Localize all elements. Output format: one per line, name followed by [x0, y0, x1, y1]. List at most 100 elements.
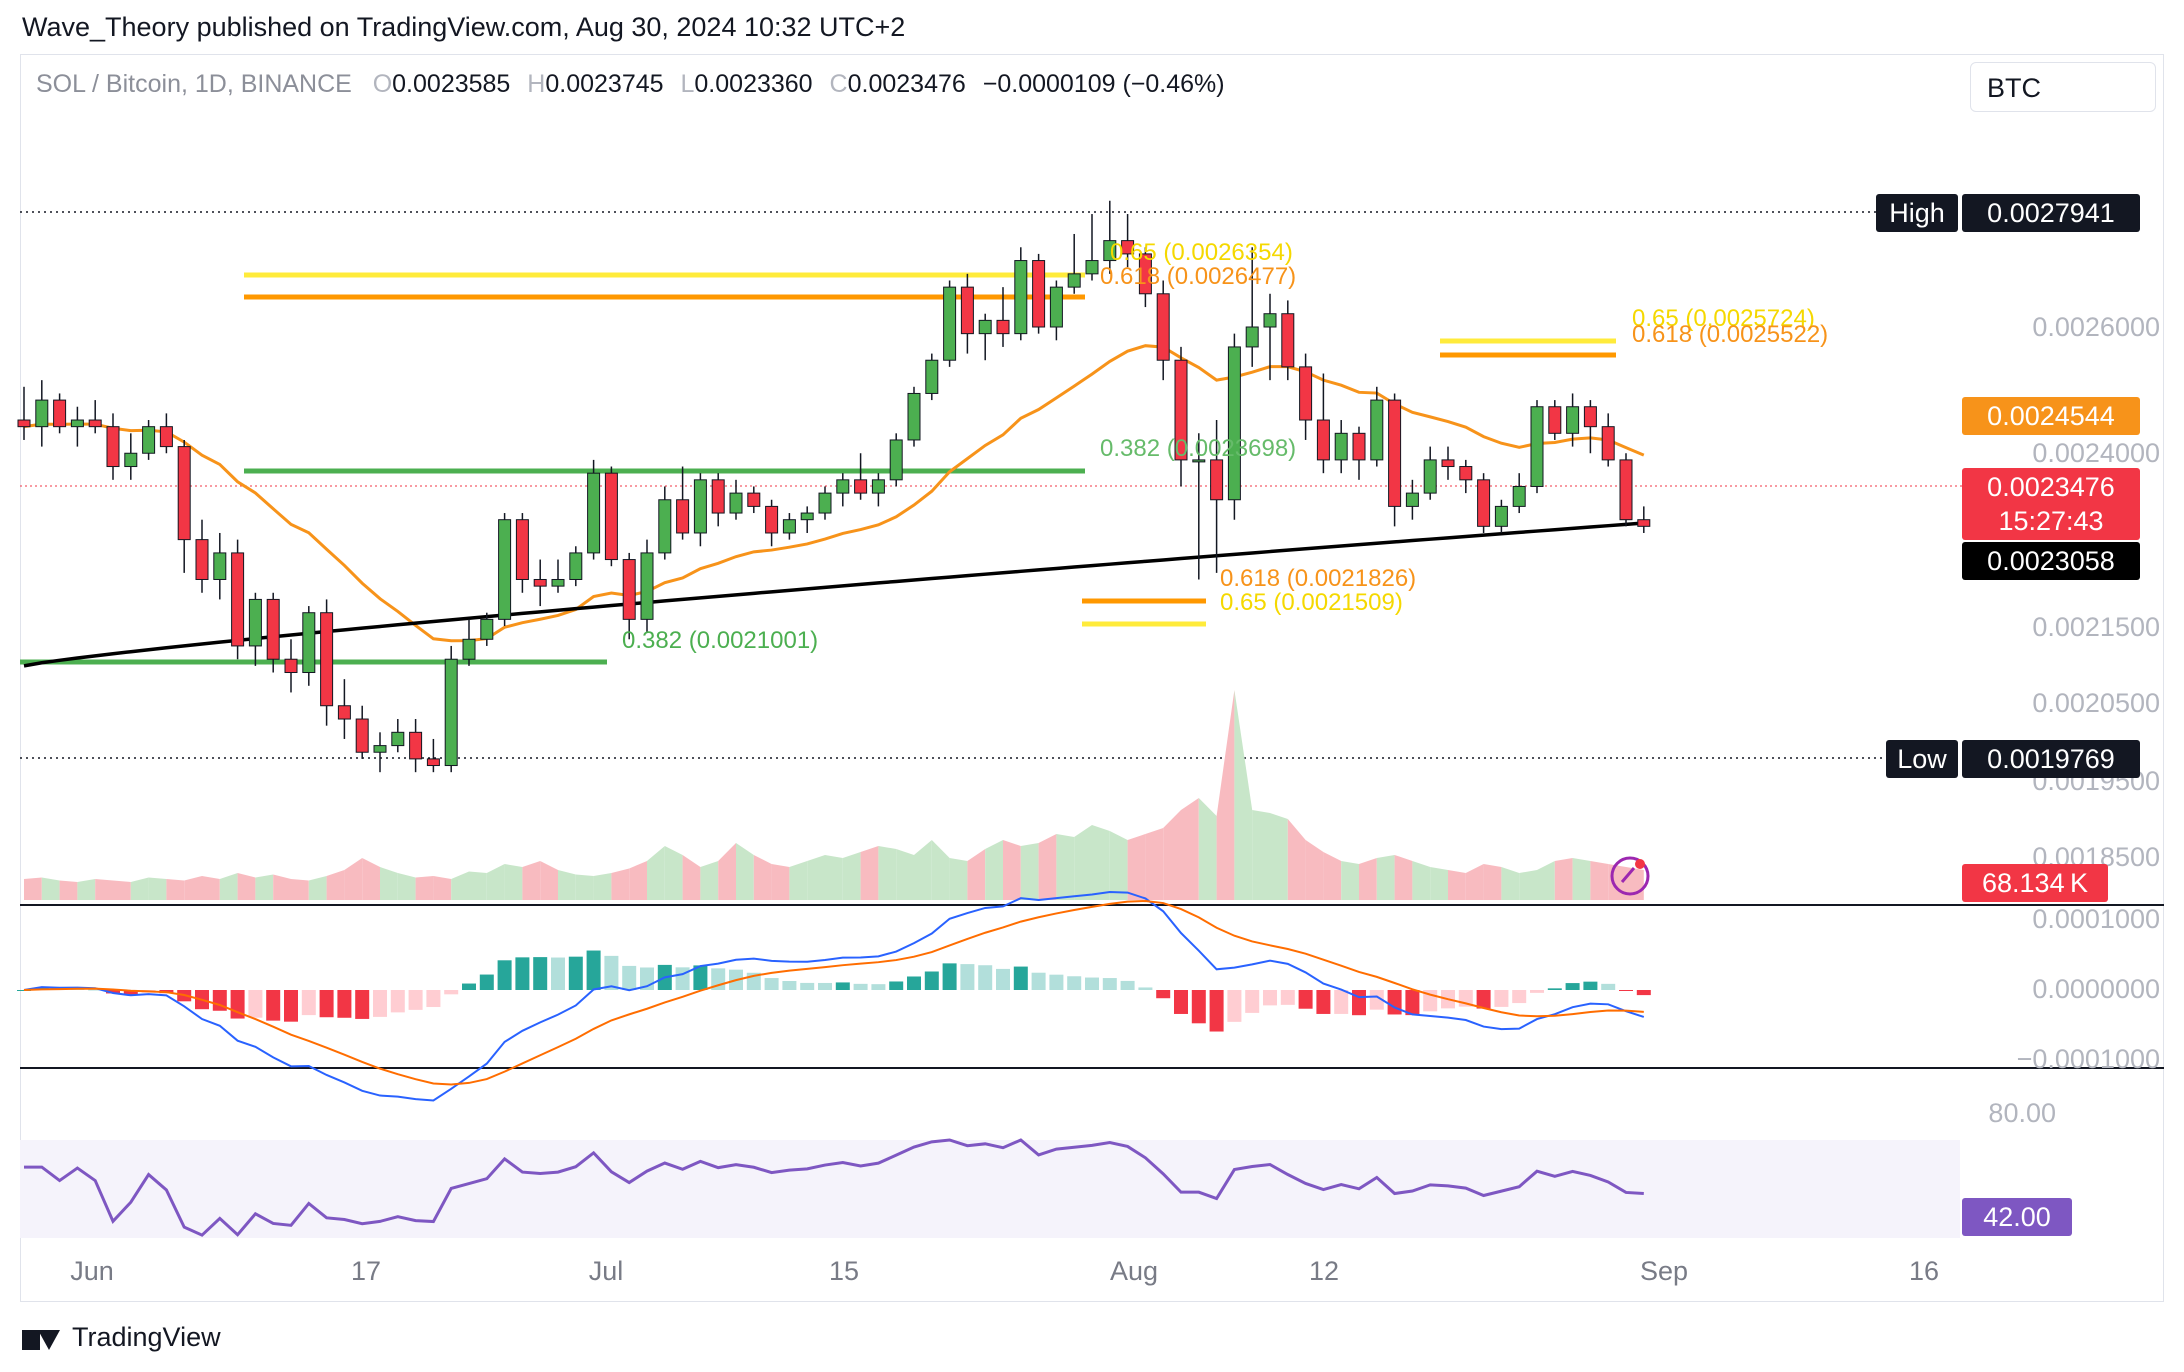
- macd-histogram-bar: [1601, 983, 1616, 990]
- candle-body: [159, 426, 173, 448]
- candle-body: [960, 286, 974, 335]
- macd-histogram-bar: [818, 982, 832, 990]
- candle-body: [195, 539, 209, 580]
- volume-segment: [1590, 861, 1609, 900]
- candle-body: [1192, 459, 1206, 463]
- rsi-badge: [1962, 1198, 2072, 1236]
- candle-body: [1405, 492, 1419, 507]
- volume-segment: [1305, 840, 1324, 900]
- volume-segment: [789, 861, 808, 900]
- volume-segment: [202, 876, 220, 900]
- candle-body: [569, 552, 583, 580]
- low-price-text: 0.0019769: [1987, 744, 2115, 774]
- candle-body: [747, 492, 761, 507]
- macd-histogram-bar: [1530, 990, 1544, 993]
- candle-body: [1049, 286, 1063, 328]
- candle-body: [1032, 260, 1046, 328]
- candle-body: [996, 319, 1010, 335]
- open-value: 0.0023585: [392, 70, 511, 98]
- macd-histogram-bar: [782, 981, 797, 990]
- macd-histogram-bar: [462, 983, 476, 990]
- volume-segment: [807, 855, 825, 900]
- footer-brand-text: TradingView: [72, 1322, 221, 1352]
- macd-histogram-bar: [853, 983, 868, 990]
- macd-histogram-bar: [622, 965, 637, 990]
- macd-histogram-bar: [604, 955, 619, 990]
- macd-histogram-bar: [301, 990, 316, 1016]
- macd-histogram-bar: [1298, 990, 1313, 1009]
- volume-segment: [1198, 798, 1217, 900]
- macd-pane: [17, 890, 1651, 1102]
- candle-body: [1637, 519, 1651, 527]
- volume-segment: [1341, 861, 1359, 900]
- high-price-badge: [1962, 194, 2140, 232]
- fib-label-618-top: 0.618 (0.0026477): [1100, 263, 1296, 290]
- rsi-band: [20, 1140, 1960, 1238]
- rsi-tick: 80.00: [1988, 1098, 2056, 1128]
- volume-segment: [949, 858, 968, 900]
- low-price-badge: [1962, 740, 2140, 778]
- volume-segment: [753, 855, 772, 900]
- candle-body: [765, 505, 779, 534]
- tradingview-logo-icon: [22, 1326, 62, 1350]
- macd-histogram-bar: [1316, 990, 1331, 1014]
- candle-body: [515, 519, 529, 580]
- open-key: O: [372, 70, 393, 98]
- candle-body: [142, 426, 156, 454]
- candle-body: [1512, 485, 1526, 507]
- volume-area: [24, 690, 1644, 900]
- macd-histogram-bar: [426, 990, 441, 1008]
- candle-body: [480, 618, 494, 640]
- macd-histogram-bar: [835, 982, 850, 990]
- macd-histogram-bar: [1156, 990, 1171, 999]
- candle-body: [1619, 459, 1633, 521]
- volume-segment: [700, 861, 719, 900]
- macd-line: [23, 890, 1645, 1102]
- macd-histogram-bar: [1031, 972, 1046, 990]
- change-value: −0.0000109 (−0.46%): [982, 70, 1225, 98]
- candle-body: [658, 499, 672, 554]
- candle-body: [426, 758, 440, 767]
- candle-body: [711, 479, 725, 514]
- fib-label-65-aug: 0.65 (0.0021509): [1220, 589, 1403, 616]
- candle-body: [1138, 253, 1152, 295]
- candle-body: [1210, 459, 1224, 501]
- macd-histogram-bar: [1512, 990, 1527, 1004]
- candle-body: [284, 658, 298, 674]
- alert-bell-icon: [1610, 856, 1650, 896]
- footer-brand[interactable]: TradingView: [22, 1322, 221, 1353]
- candle-body: [1530, 406, 1544, 487]
- candle-body: [1263, 313, 1277, 328]
- ema200-badge: [1962, 542, 2140, 580]
- macd-histogram-bar: [533, 957, 548, 990]
- candle-body: [871, 479, 885, 494]
- volume-segment: [486, 864, 505, 900]
- macd-histogram-bar: [1619, 990, 1633, 991]
- macd-histogram-bar: [1280, 990, 1295, 1005]
- macd-histogram-bar: [515, 957, 530, 990]
- publisher-line: Wave_Theory published on TradingView.com…: [22, 12, 906, 42]
- candle-body: [533, 578, 547, 587]
- volume-segment: [237, 873, 256, 900]
- fib-label-382-low: 0.382 (0.0021001): [622, 627, 818, 654]
- candle-body: [17, 419, 31, 428]
- ema50-badge: [1962, 397, 2140, 435]
- macd-histogram-bar: [497, 960, 512, 990]
- alert-dot: [1635, 859, 1645, 869]
- candle-body: [124, 452, 138, 468]
- volume-segment: [1430, 867, 1448, 900]
- volume-segment: [451, 871, 469, 900]
- volume-segment: [1483, 864, 1502, 900]
- chart-frame: [20, 54, 2164, 1302]
- time-tick: 16: [1909, 1256, 1939, 1286]
- volume-segment: [860, 846, 879, 900]
- symbol-title[interactable]: SOL / Bitcoin, 1D, BINANCE: [36, 70, 352, 98]
- volume-segment: [558, 870, 576, 900]
- macd-histogram-bar: [88, 989, 103, 991]
- macd-histogram-bar: [551, 957, 565, 990]
- macd-histogram-bar: [123, 990, 138, 995]
- currency-button[interactable]: BTC: [1970, 62, 2156, 112]
- volume-segment: [1234, 690, 1253, 900]
- rsi-pane: [24, 1138, 1644, 1237]
